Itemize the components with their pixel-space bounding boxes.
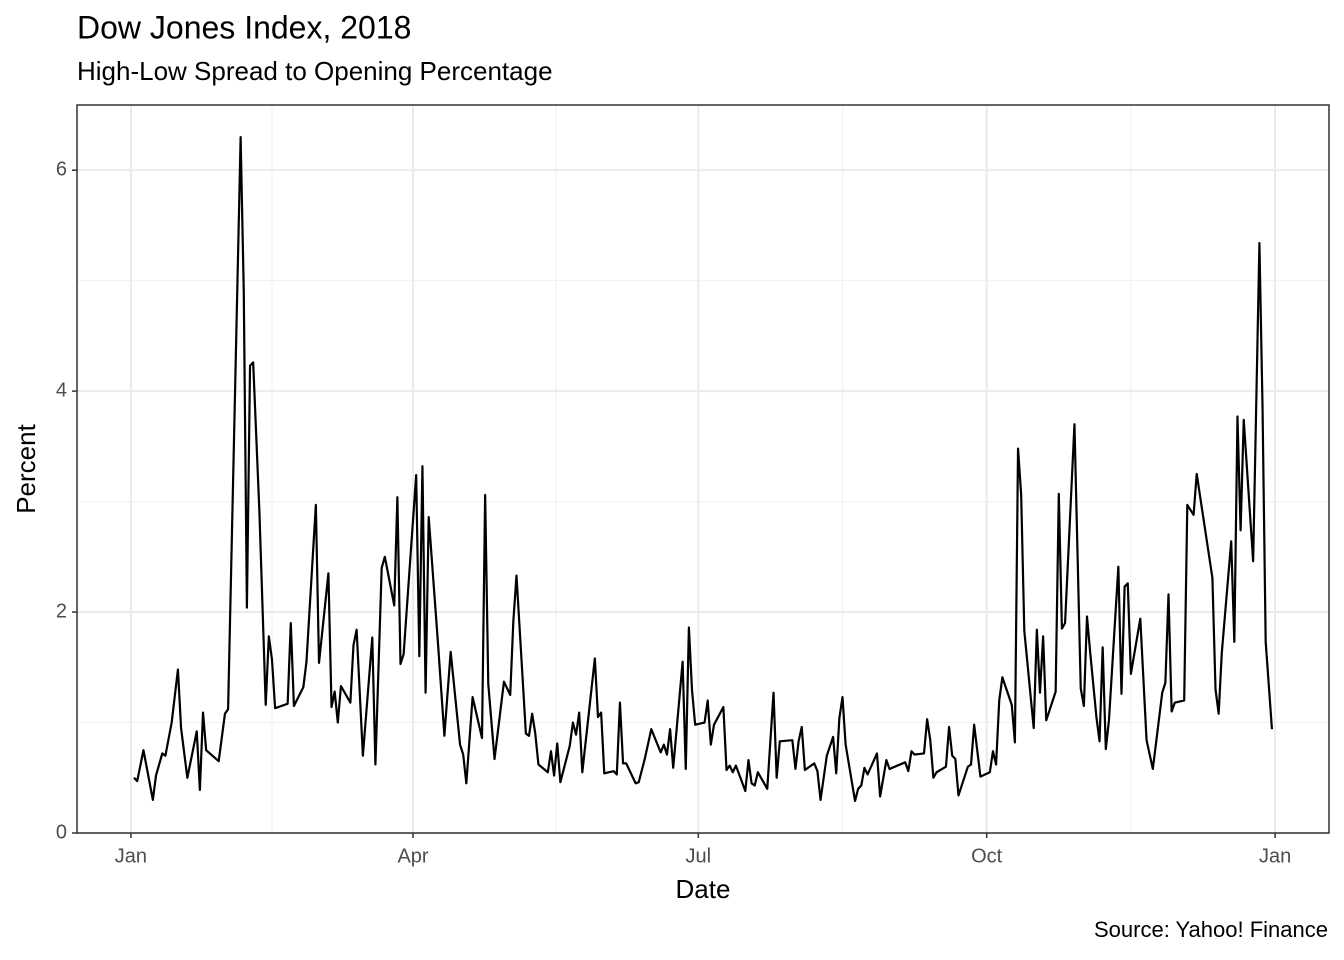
panel-border	[76, 104, 1330, 834]
x-axis-label: Date	[676, 874, 731, 904]
y-tick-label: 2	[56, 600, 67, 622]
y-tick-label: 4	[56, 379, 67, 401]
caption: Source: Yahoo! Finance	[1094, 917, 1328, 942]
plot-area	[133, 135, 1274, 803]
y-tick-label: 0	[56, 821, 67, 843]
chart-title: Dow Jones Index, 2018	[77, 9, 411, 45]
x-tick-label: Jan	[115, 845, 147, 867]
x-tick-label: Oct	[971, 845, 1003, 867]
x-tick-label: Apr	[397, 845, 428, 867]
x-tick-label: Jul	[686, 845, 712, 867]
grid	[77, 105, 1329, 834]
axes: 0 2 4 6 Jan Apr Jul Oct Jan	[56, 158, 1291, 867]
y-axis-label: Percent	[11, 423, 41, 513]
y-tick-label: 6	[56, 158, 67, 180]
data-line	[133, 135, 1274, 803]
x-tick-label: Jan	[1259, 845, 1291, 867]
chart-subtitle: High-Low Spread to Opening Percentage	[77, 56, 553, 86]
